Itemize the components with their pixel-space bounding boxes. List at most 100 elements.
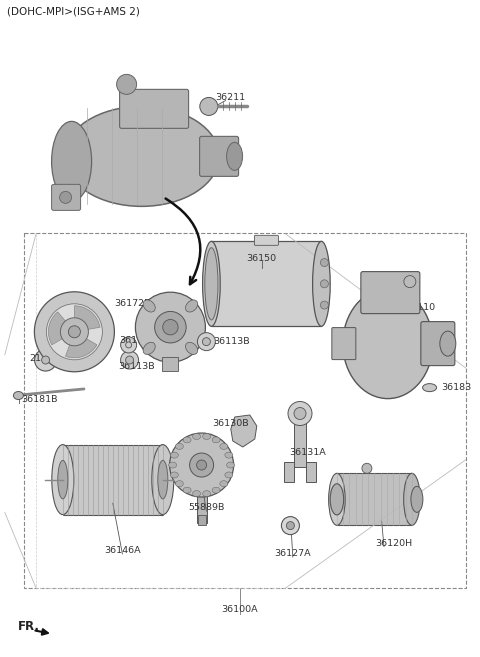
Bar: [24, 233, 466, 588]
Bar: [294, 411, 306, 466]
Circle shape: [35, 292, 114, 372]
Ellipse shape: [203, 434, 211, 440]
Circle shape: [60, 318, 88, 346]
Text: 36170: 36170: [55, 332, 85, 341]
Text: 36115: 36115: [119, 336, 149, 346]
Polygon shape: [231, 415, 257, 447]
Circle shape: [190, 453, 214, 477]
Ellipse shape: [175, 481, 183, 487]
Circle shape: [69, 326, 81, 338]
Ellipse shape: [183, 437, 191, 443]
Text: 36120H: 36120H: [375, 539, 412, 548]
FancyBboxPatch shape: [361, 271, 420, 313]
Ellipse shape: [227, 462, 235, 468]
Circle shape: [60, 191, 72, 204]
Text: 36113B: 36113B: [119, 362, 155, 371]
Circle shape: [281, 516, 300, 535]
Text: 36127A: 36127A: [275, 549, 311, 558]
Circle shape: [197, 460, 206, 470]
Circle shape: [200, 97, 218, 116]
Bar: [198, 515, 205, 525]
Circle shape: [126, 342, 132, 348]
Text: 36130B: 36130B: [212, 419, 249, 428]
Text: 36150: 36150: [247, 254, 276, 263]
Ellipse shape: [212, 487, 220, 493]
Circle shape: [321, 280, 328, 288]
Ellipse shape: [440, 331, 456, 356]
Ellipse shape: [212, 437, 220, 443]
Bar: [197, 483, 206, 523]
Wedge shape: [65, 332, 97, 358]
FancyBboxPatch shape: [200, 137, 239, 176]
Circle shape: [135, 292, 205, 362]
Circle shape: [362, 463, 372, 473]
FancyArrowPatch shape: [36, 629, 48, 635]
Ellipse shape: [52, 445, 74, 514]
Ellipse shape: [203, 241, 220, 327]
FancyBboxPatch shape: [332, 328, 356, 359]
Circle shape: [163, 319, 178, 335]
Ellipse shape: [192, 434, 201, 440]
Ellipse shape: [422, 384, 437, 392]
Ellipse shape: [143, 342, 155, 355]
Circle shape: [42, 356, 49, 364]
FancyArrowPatch shape: [166, 198, 200, 284]
Ellipse shape: [220, 481, 228, 487]
Ellipse shape: [51, 122, 92, 201]
Ellipse shape: [64, 106, 219, 206]
Wedge shape: [48, 312, 74, 345]
Text: 21742: 21742: [29, 353, 59, 363]
Bar: [306, 461, 316, 482]
Ellipse shape: [143, 300, 155, 312]
Ellipse shape: [183, 487, 191, 493]
Ellipse shape: [312, 241, 330, 327]
Ellipse shape: [152, 445, 174, 514]
Text: 36113B: 36113B: [214, 337, 250, 346]
Ellipse shape: [329, 473, 345, 526]
Ellipse shape: [203, 491, 211, 497]
Circle shape: [294, 407, 306, 420]
Circle shape: [155, 311, 186, 343]
Ellipse shape: [225, 472, 233, 478]
Circle shape: [287, 522, 294, 530]
Bar: [337, 473, 412, 526]
Circle shape: [203, 338, 210, 346]
Circle shape: [120, 351, 139, 369]
Ellipse shape: [186, 342, 198, 355]
Circle shape: [47, 304, 102, 360]
Text: 55889B: 55889B: [188, 503, 225, 512]
Bar: [162, 357, 179, 371]
Circle shape: [197, 332, 216, 351]
Ellipse shape: [192, 491, 201, 497]
Circle shape: [321, 301, 328, 309]
Text: 36211: 36211: [216, 93, 245, 102]
Ellipse shape: [227, 143, 242, 170]
Circle shape: [169, 433, 234, 497]
Ellipse shape: [343, 288, 433, 399]
Bar: [63, 445, 163, 514]
Ellipse shape: [330, 484, 344, 515]
Bar: [284, 461, 294, 482]
Ellipse shape: [13, 392, 24, 399]
Text: FR.: FR.: [18, 620, 40, 633]
Text: 36183: 36183: [442, 383, 472, 392]
Text: (DOHC-MPI>(ISG+AMS 2): (DOHC-MPI>(ISG+AMS 2): [7, 7, 140, 17]
Ellipse shape: [220, 443, 228, 449]
Bar: [211, 241, 322, 327]
Ellipse shape: [186, 300, 198, 312]
Wedge shape: [74, 306, 100, 332]
Text: 36172F: 36172F: [114, 299, 150, 308]
Ellipse shape: [170, 452, 179, 458]
Text: 36131A: 36131A: [289, 447, 325, 457]
Ellipse shape: [175, 443, 183, 449]
Ellipse shape: [225, 452, 233, 458]
Text: 36181B: 36181B: [22, 395, 58, 404]
Ellipse shape: [58, 461, 68, 499]
Ellipse shape: [404, 473, 420, 526]
Circle shape: [288, 401, 312, 426]
Circle shape: [126, 356, 133, 364]
Ellipse shape: [411, 486, 423, 512]
FancyBboxPatch shape: [254, 235, 278, 245]
Circle shape: [117, 74, 137, 95]
Circle shape: [35, 349, 57, 371]
